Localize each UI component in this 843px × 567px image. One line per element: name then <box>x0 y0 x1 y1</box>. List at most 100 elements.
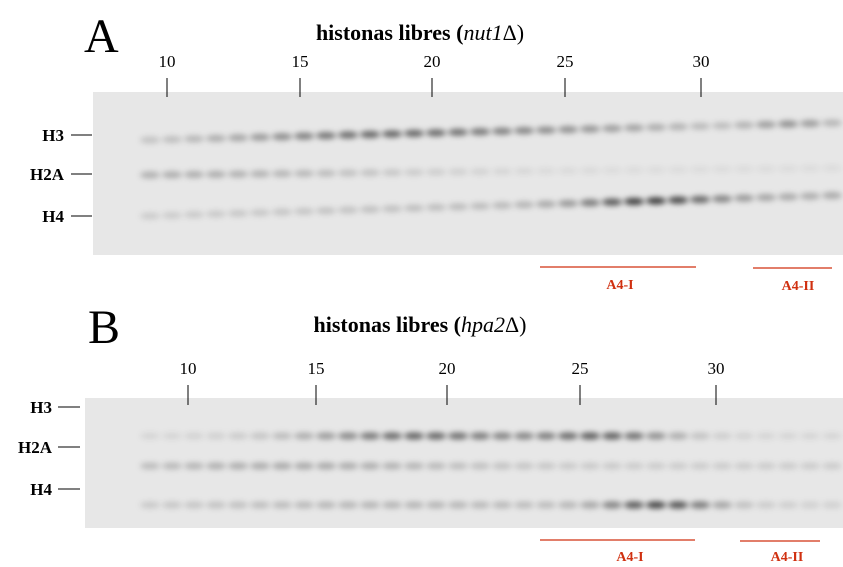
gel-band <box>250 209 270 217</box>
gel-band <box>470 128 490 136</box>
gel-band <box>822 432 842 440</box>
gel-band <box>712 432 732 440</box>
gel-band <box>360 462 380 470</box>
gel-band <box>426 432 446 440</box>
gel-band <box>712 122 732 130</box>
title-italic: hpa2 <box>461 312 505 337</box>
gel-band <box>734 194 754 202</box>
gel-band <box>778 462 798 470</box>
gel-band <box>294 501 314 509</box>
gel-band <box>602 462 622 470</box>
panel-letter: A <box>84 10 119 63</box>
gel-band <box>756 194 776 202</box>
gel-band <box>338 169 358 177</box>
gel-band <box>272 501 292 509</box>
fraction-label: 10 <box>159 52 176 71</box>
gel-band <box>514 201 534 209</box>
gel-band <box>140 501 160 509</box>
gel-band <box>492 127 512 135</box>
gel-band <box>778 193 798 201</box>
title-text: histonas libres ( <box>314 312 462 337</box>
gel-band <box>448 128 468 136</box>
gel-band <box>316 207 336 215</box>
gel-band <box>690 432 710 440</box>
gel-band <box>184 135 204 143</box>
gel-band <box>184 171 204 179</box>
gel-band <box>448 501 468 509</box>
gel-band <box>624 124 644 132</box>
gel-band <box>492 501 512 509</box>
gel-band <box>514 501 534 509</box>
gel-band <box>558 167 578 175</box>
gel-a <box>93 92 843 255</box>
gel-band <box>294 207 314 215</box>
gel-band <box>646 123 666 131</box>
gel-band <box>228 501 248 509</box>
gel-band <box>756 165 776 173</box>
fraction-label: 10 <box>180 359 197 378</box>
gel-band <box>734 165 754 173</box>
band-label: H3 <box>30 398 52 417</box>
gel-band <box>140 136 160 144</box>
gel-band <box>690 462 710 470</box>
gel-band <box>448 203 468 211</box>
gel-band <box>206 501 226 509</box>
fraction-label: 20 <box>424 52 441 71</box>
gel-band <box>690 122 710 130</box>
band-label: H2A <box>18 438 53 457</box>
title-text: histonas libres ( <box>316 20 464 45</box>
gel-band <box>162 501 182 509</box>
gel-band <box>228 170 248 178</box>
fraction-label: 20 <box>439 359 456 378</box>
gel-band <box>382 130 402 138</box>
gel-band <box>514 432 534 440</box>
gel-band <box>668 432 688 440</box>
gel-band <box>294 462 314 470</box>
gel-band <box>382 169 402 177</box>
title-text: Δ) <box>503 20 524 45</box>
gel-band <box>492 201 512 209</box>
gel-band <box>470 501 490 509</box>
gel-band <box>646 432 666 440</box>
gel-band <box>646 462 666 470</box>
gel-bands <box>140 432 842 509</box>
gel-band <box>602 166 622 174</box>
panel-title: histonas libres (nut1Δ) <box>316 20 524 45</box>
gel-band <box>360 501 380 509</box>
gel-band <box>690 166 710 173</box>
gel-band <box>536 501 556 509</box>
gel-band <box>756 462 776 470</box>
gel-band <box>756 121 776 129</box>
gel-band <box>228 432 248 440</box>
gel-band <box>646 197 666 205</box>
gel-band <box>624 432 644 440</box>
gel-band <box>162 211 182 219</box>
gel-band <box>536 167 556 175</box>
band-label: H2A <box>30 165 65 184</box>
gel-band <box>712 165 732 173</box>
gel-band <box>514 462 534 470</box>
gel-band <box>404 204 424 212</box>
panel-letter: B <box>88 301 120 354</box>
gel-band <box>426 501 446 509</box>
gel-band <box>162 432 182 440</box>
gel-band <box>404 432 424 440</box>
gel-band <box>184 501 204 509</box>
gel-band <box>470 432 490 440</box>
gel-band <box>580 501 600 509</box>
gel-band <box>470 168 490 176</box>
band-label: H3 <box>42 126 64 145</box>
gel-band <box>448 462 468 470</box>
fraction-label: 15 <box>308 359 325 378</box>
gel-band <box>382 501 402 509</box>
gel-band <box>272 462 292 470</box>
pool-label: A4-II <box>782 279 815 294</box>
gel-band <box>426 203 446 211</box>
gel-band <box>536 200 556 208</box>
gel-band <box>668 123 688 131</box>
gel-band <box>822 119 842 127</box>
gel-band <box>316 432 336 440</box>
gel-band <box>448 168 468 176</box>
fraction-label: 25 <box>557 52 574 71</box>
